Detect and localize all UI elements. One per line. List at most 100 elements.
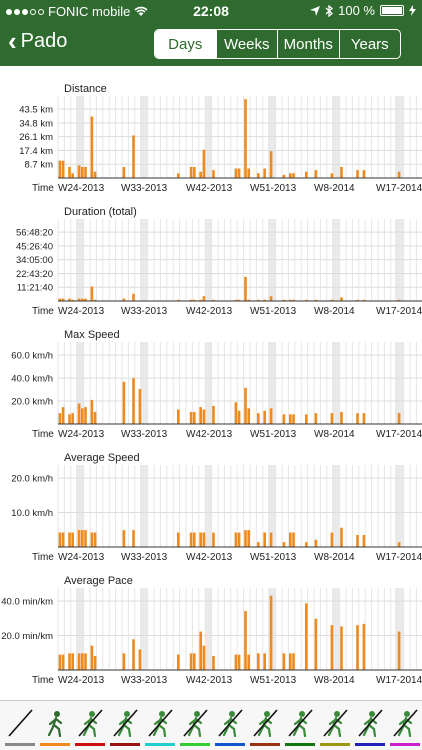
- chart-title: Average Pace: [64, 575, 133, 587]
- chart-bar: [71, 299, 74, 301]
- activity-filter-walking[interactable]: [38, 707, 72, 747]
- back-button-label: Pado: [20, 29, 68, 52]
- activity-filter-cycling[interactable]: [143, 707, 177, 747]
- nav-bar: ‹ Pado Days Weeks Months Years: [0, 22, 422, 66]
- chart-bar: [189, 411, 193, 424]
- chart-bar: [340, 626, 343, 670]
- chart-bar: [289, 299, 292, 301]
- chart-bar: [362, 170, 366, 178]
- chart-bar: [93, 171, 97, 178]
- y-tick-label: 8.7 km: [24, 160, 53, 171]
- chart-duration: 11:21:40 22:43:20 34:05:00 45:26:40 56:48:20…: [0, 197, 422, 320]
- chart-bar: [58, 654, 62, 670]
- activity-filter-horse-riding[interactable]: [353, 707, 387, 747]
- chart-bar: [257, 542, 260, 547]
- chart-bar: [263, 532, 266, 547]
- chart-bar: [122, 653, 126, 670]
- x-tick-label: W42-2013: [186, 306, 233, 317]
- chart-average-pace: 20.0 min/km 40.0 min/km Time W24-2013 W33-20…: [0, 566, 422, 689]
- activity-filter-swimming[interactable]: [388, 707, 422, 747]
- chart-bar: [305, 299, 308, 301]
- chart-bar: [61, 654, 65, 670]
- chart-bar: [263, 653, 266, 670]
- chart-bar: [340, 166, 343, 178]
- x-tick-label: W33-2013: [121, 552, 168, 563]
- chart-bar: [244, 530, 247, 547]
- chart-bar: [356, 534, 359, 547]
- activity-color-bar: [250, 743, 280, 746]
- activity-color-bar: [5, 743, 35, 746]
- y-tick-label: 17.4 km: [19, 146, 53, 157]
- chart-bar: [193, 411, 196, 424]
- running-icon: [78, 709, 103, 737]
- chart-bar: [93, 532, 97, 547]
- y-tick-label: 22:43:20: [16, 269, 53, 280]
- x-tick-label: W17-2014: [376, 675, 422, 686]
- chart-bar: [314, 618, 318, 670]
- activity-filter-hiking[interactable]: [108, 707, 142, 747]
- chart-bar: [292, 532, 295, 547]
- activity-filter-all-activities[interactable]: [3, 707, 37, 747]
- slash-icon: [8, 709, 33, 737]
- chart-bar: [257, 413, 260, 424]
- activity-filter-mountain-biking[interactable]: [178, 707, 212, 747]
- chart-bar: [84, 530, 87, 547]
- chart-bar: [58, 160, 62, 178]
- chart-bar: [263, 299, 266, 301]
- skating-icon: [218, 709, 243, 737]
- segment-weeks[interactable]: Weeks: [215, 30, 278, 58]
- chart-bar: [257, 173, 260, 178]
- back-button[interactable]: ‹ Pado: [8, 28, 67, 54]
- chart-bar: [77, 403, 81, 424]
- chart-bar: [212, 405, 215, 424]
- chart-bar: [244, 611, 247, 670]
- chart-band: [395, 588, 403, 670]
- activity-filter-skiing[interactable]: [248, 707, 282, 747]
- chart-bar: [189, 299, 193, 301]
- y-tick-label: 40.0 km/h: [11, 374, 53, 385]
- chart-bar: [84, 298, 87, 301]
- hiking-icon: [113, 709, 138, 737]
- cycling-icon: [148, 709, 173, 737]
- chart-bar: [234, 299, 238, 301]
- battery-icon: [380, 5, 404, 16]
- x-tick-label: W51-2013: [250, 306, 297, 317]
- chart-bar: [234, 654, 238, 670]
- activity-filter-inline-skating[interactable]: [213, 707, 247, 747]
- chart-max-speed: 20.0 km/h 40.0 km/h 60.0 km/h Time W24-2013 W…: [0, 320, 422, 443]
- chart-bar: [397, 413, 401, 424]
- chart-bar: [84, 407, 87, 424]
- x-tick-label: W17-2014: [376, 552, 422, 563]
- activity-filter-motorbike[interactable]: [283, 707, 317, 747]
- chart-bar: [330, 299, 334, 301]
- chart-svg: 11:21:40 22:43:20 34:05:00 45:26:40 56:48:20…: [16, 219, 422, 317]
- x-tick-label: W8-2014: [314, 552, 355, 563]
- chart-bar: [237, 168, 241, 178]
- chart-bar: [356, 299, 359, 301]
- chart-bar: [244, 276, 247, 301]
- activity-filter-car[interactable]: [318, 707, 352, 747]
- chart-bar: [397, 171, 401, 178]
- chart-bar: [269, 532, 273, 547]
- activity-color-bar: [215, 743, 245, 746]
- x-tick-label: W33-2013: [121, 429, 168, 440]
- chart-bar: [244, 99, 247, 178]
- chart-bar: [122, 166, 126, 178]
- segment-months[interactable]: Months: [277, 30, 339, 58]
- segment-days[interactable]: Days: [155, 30, 216, 58]
- x-tick-label: W51-2013: [250, 429, 297, 440]
- activity-filter-running[interactable]: [73, 707, 107, 747]
- chart-band: [395, 342, 403, 424]
- signal-strength-icon: [6, 8, 44, 15]
- chart-bar: [340, 527, 343, 547]
- segment-years[interactable]: Years: [338, 30, 401, 58]
- charts-container[interactable]: 8.7 km 17.4 km 26.1 km 34.8 km 43.5 km Time W2…: [0, 66, 422, 700]
- x-tick-label: W8-2014: [314, 183, 355, 194]
- chart-svg: 10.0 km/h 20.0 km/h Time W24-2013 W33-2013 W4…: [11, 465, 422, 563]
- chart-bar: [305, 542, 308, 547]
- y-tick-label: 45:26:40: [16, 241, 53, 252]
- x-tick-label: W8-2014: [314, 306, 355, 317]
- chart-bar: [177, 654, 180, 670]
- y-tick-label: 10.0 km/h: [11, 508, 53, 519]
- chart-bar: [237, 299, 241, 301]
